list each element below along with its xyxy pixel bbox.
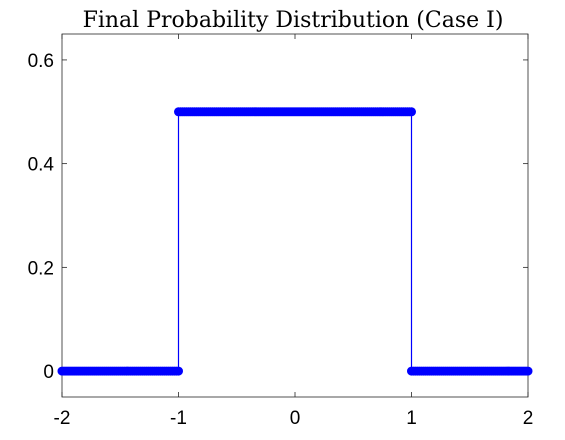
chart-title: Final Probability Distribution (Case I) (83, 8, 504, 33)
x-tick-label: -1 (170, 408, 187, 429)
axes: -2 -1 0 1 2 0 0.2 0.4 0.6 (28, 34, 534, 429)
x-tick-label: -2 (54, 408, 71, 429)
data-point (523, 366, 533, 376)
x-tick-label: 2 (523, 408, 534, 429)
x-tick-label: 1 (406, 408, 417, 429)
y-tick-label: 0.6 (28, 51, 54, 72)
plot-area (61, 33, 529, 398)
y-tick-label: 0.4 (28, 155, 55, 176)
y-tick-label: 0.2 (28, 258, 54, 279)
x-tick-label: 0 (290, 408, 301, 429)
data-point (174, 366, 183, 376)
series-layer (57, 107, 533, 376)
data-point (407, 107, 416, 117)
y-tick-label: 0 (43, 362, 54, 383)
